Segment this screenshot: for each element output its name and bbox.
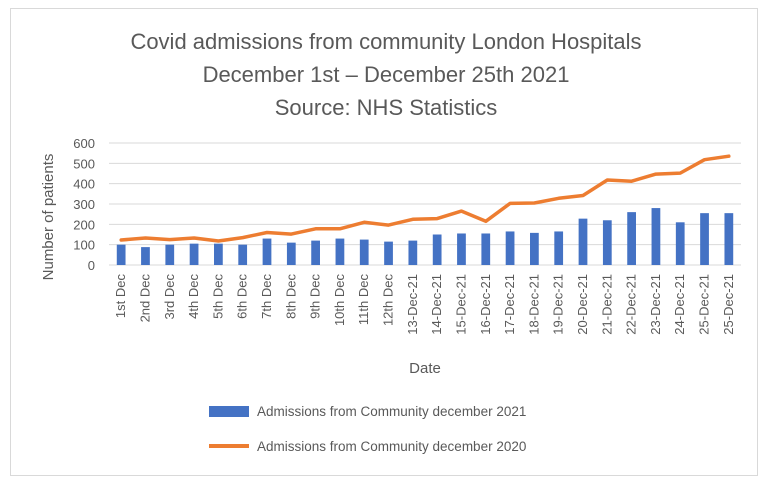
- x-tick-label: 1st Dec: [113, 274, 128, 319]
- chart-title-line-3: Source: NHS Statistics: [275, 95, 498, 120]
- legend-label-line: Admissions from Community december 2020: [257, 439, 526, 454]
- bar: [530, 232, 539, 265]
- x-tick-label: 9th Dec: [308, 274, 323, 319]
- x-tick-label: 15-Dec-21: [453, 274, 468, 335]
- x-tick-label: 6th Dec: [235, 274, 250, 319]
- bar: [602, 220, 612, 265]
- x-axis-title: Date: [409, 360, 441, 377]
- x-tick-label: 18-Dec-21: [526, 274, 541, 335]
- x-tick-label: 5th Dec: [210, 274, 225, 319]
- bar: [505, 231, 515, 265]
- bar: [457, 233, 466, 265]
- bar: [311, 240, 320, 265]
- line-series: [119, 154, 731, 243]
- chart-title-line-1: Covid admissions from community London H…: [130, 29, 641, 54]
- bar: [481, 233, 491, 265]
- y-tick-label: 600: [73, 136, 95, 151]
- x-axis-ticks: 1st Dec 2nd Dec 3rd Dec 4th Dec 5th Dec 6th D…: [113, 274, 736, 335]
- bar-series: [116, 208, 734, 265]
- bar: [116, 244, 126, 265]
- bar: [554, 231, 564, 265]
- bar: [651, 208, 661, 265]
- bar: [724, 213, 734, 265]
- x-tick-label: 25-Dec-21: [697, 274, 712, 335]
- chart-svg: Covid admissions from community London H…: [40, 29, 741, 454]
- x-tick-label: 25-Dec-21: [721, 274, 736, 335]
- bar: [189, 243, 199, 265]
- y-tick-label: 0: [88, 258, 95, 273]
- bar: [165, 244, 175, 265]
- bar: [262, 238, 272, 265]
- bar: [141, 247, 150, 265]
- x-tick-label: 22-Dec-21: [624, 274, 639, 335]
- bar: [627, 212, 636, 265]
- y-tick-label: 300: [73, 197, 95, 212]
- x-tick-label: 16-Dec-21: [478, 274, 493, 335]
- legend: Admissions from Community december 2021 …: [209, 404, 526, 454]
- x-tick-label: 3rd Dec: [162, 274, 177, 320]
- bar: [335, 238, 345, 265]
- line-series-path: [119, 154, 731, 243]
- y-axis-ticks: 0 100 200 300 400 500 600: [73, 136, 95, 273]
- x-tick-label: 17-Dec-21: [502, 274, 517, 335]
- x-tick-label: 13-Dec-21: [405, 274, 420, 335]
- bar: [578, 218, 588, 265]
- x-tick-label: 19-Dec-21: [551, 274, 566, 335]
- y-axis-title: Number of patients: [40, 154, 57, 281]
- x-tick-label: 2nd Dec: [137, 274, 152, 323]
- bar: [675, 222, 685, 265]
- bar: [384, 241, 393, 265]
- y-tick-label: 100: [73, 238, 95, 253]
- x-tick-label: 7th Dec: [259, 274, 274, 319]
- bar: [286, 242, 296, 265]
- x-tick-label: 11th Dec: [356, 274, 371, 326]
- chart-title: Covid admissions from community London H…: [130, 29, 641, 120]
- bar: [408, 240, 418, 265]
- legend-label-bar: Admissions from Community december 2021: [257, 404, 526, 419]
- legend-swatch-bar: [209, 406, 249, 417]
- x-tick-label: 23-Dec-21: [648, 274, 663, 335]
- bar: [214, 243, 223, 265]
- bar: [700, 213, 709, 265]
- y-tick-label: 500: [73, 156, 95, 171]
- x-tick-label: 4th Dec: [186, 274, 201, 319]
- bar: [238, 244, 248, 265]
- x-tick-label: 20-Dec-21: [575, 274, 590, 335]
- y-tick-label: 200: [73, 217, 95, 232]
- gridlines: [109, 142, 741, 266]
- chart-frame: Covid admissions from community London H…: [10, 8, 758, 476]
- y-tick-label: 400: [73, 177, 95, 192]
- x-tick-label: 14-Dec-21: [429, 274, 444, 335]
- x-tick-label: 8th Dec: [283, 274, 298, 319]
- chart-title-line-2: December 1st – December 25th 2021: [203, 62, 570, 87]
- bar: [359, 239, 369, 265]
- x-tick-label: 21-Dec-21: [599, 274, 614, 335]
- x-tick-label: 24-Dec-21: [672, 274, 687, 335]
- x-tick-label: 10th Dec: [332, 274, 347, 327]
- x-tick-label: 12th Dec: [381, 274, 396, 327]
- bar: [432, 234, 442, 265]
